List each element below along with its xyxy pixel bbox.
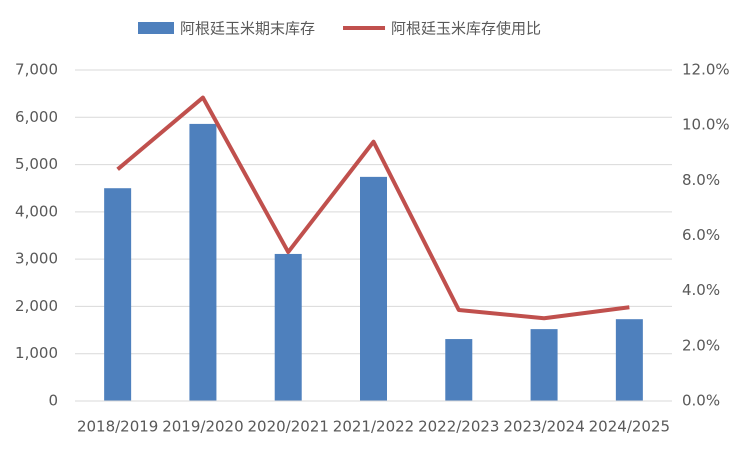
x-tick-label: 2019/2020 xyxy=(162,418,243,436)
y2-tick-label: 2.0% xyxy=(682,336,720,354)
legend-swatch xyxy=(138,22,174,34)
legend-label: 阿根廷玉米期末库存 xyxy=(180,20,315,38)
y-tick-label: 4,000 xyxy=(15,202,58,220)
y2-tick-label: 4.0% xyxy=(682,281,720,299)
y-tick-label: 0 xyxy=(48,392,58,410)
legend-label: 阿根廷玉米库存使用比 xyxy=(391,20,541,38)
y2-tick-label: 12.0% xyxy=(682,61,730,79)
y-tick-label: 6,000 xyxy=(15,108,58,126)
x-tick-label: 2020/2021 xyxy=(248,418,329,436)
bar xyxy=(360,176,387,401)
y-tick-label: 2,000 xyxy=(15,297,58,315)
y2-tick-label: 10.0% xyxy=(682,116,730,134)
y-tick-label: 5,000 xyxy=(15,155,58,173)
y-tick-label: 7,000 xyxy=(15,61,58,79)
x-tick-label: 2021/2022 xyxy=(333,418,414,436)
y2-tick-label: 6.0% xyxy=(682,226,720,244)
y-tick-label: 3,000 xyxy=(15,250,58,268)
x-tick-label: 2024/2025 xyxy=(589,418,670,436)
bar xyxy=(530,329,558,401)
bar xyxy=(615,319,643,401)
bar xyxy=(104,188,132,401)
line xyxy=(116,95,630,321)
x-tick-label: 2018/2019 xyxy=(77,418,158,436)
x-tick-label: 2023/2024 xyxy=(503,418,584,436)
x-tick-label: 2022/2023 xyxy=(418,418,499,436)
bar xyxy=(445,339,473,401)
y2-tick-label: 8.0% xyxy=(682,171,720,189)
bar xyxy=(274,253,302,401)
y2-tick-label: 0.0% xyxy=(682,392,720,410)
y-tick-label: 1,000 xyxy=(15,344,58,362)
bar xyxy=(189,123,217,402)
